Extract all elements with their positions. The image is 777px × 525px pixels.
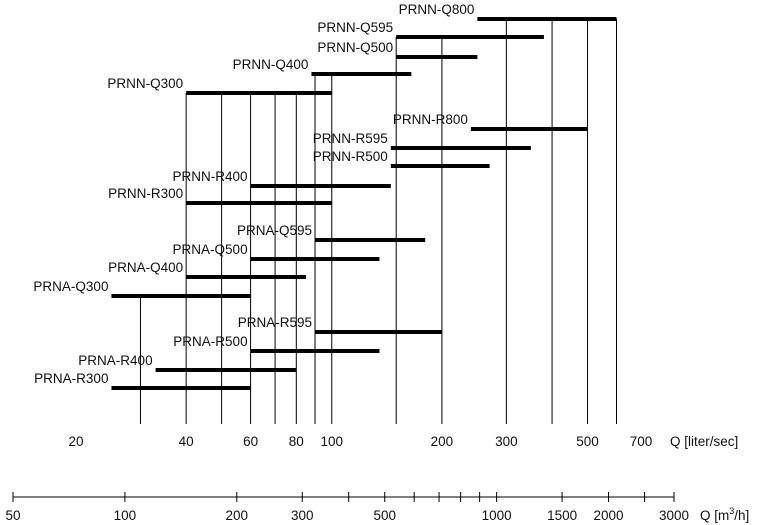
tick-label: 700	[630, 434, 653, 449]
series-label: PRNA-Q300	[33, 279, 108, 294]
series-label: PRNN-R400	[173, 169, 248, 184]
series-label: PRNA-Q500	[173, 242, 248, 257]
series-label: PRNA-Q400	[108, 260, 183, 275]
tick-label: 20	[68, 434, 83, 449]
series-label: PRNN-R595	[313, 131, 388, 146]
tick-label: 200	[226, 508, 249, 523]
tick-label: 100	[320, 434, 343, 449]
tick-label: 1500	[547, 508, 577, 523]
tick-label: 500	[373, 508, 396, 523]
series-label: PRNN-Q300	[107, 76, 183, 91]
range-bars	[111, 17, 617, 390]
series-labels: PRNN-Q800 PRNN-Q595 PRNN-Q500 PRNN-Q400 PRNN…	[33, 2, 474, 386]
series-label: PRNN-R800	[393, 112, 468, 127]
grid-lines	[139, 19, 618, 424]
series-label: PRNA-R300	[34, 371, 108, 386]
x-axis-m3-label-prefix: Q [m	[700, 508, 729, 523]
series-label: PRNA-R400	[78, 353, 152, 368]
series-label: PRNN-Q595	[317, 20, 393, 35]
tick-label: 3000	[659, 508, 689, 523]
tick-label: 200	[431, 434, 454, 449]
tick-label: 60	[243, 434, 258, 449]
x-axis-liter-label: Q [liter/sec]	[670, 434, 738, 449]
tick-label: 50	[5, 508, 20, 523]
series-label: PRNN-R300	[108, 186, 183, 201]
x-axis-m3-label-suffix: /h]	[734, 508, 749, 523]
series-label: PRNA-R595	[238, 315, 312, 330]
x-axis-m3-label: Q [m3/h]	[700, 506, 749, 523]
x-axis-m3-per-h: 50 100 200 300 500 1000 1500 2000 3000	[5, 492, 689, 523]
tick-label: 500	[576, 434, 599, 449]
x-axis-m3-label-sup: 3	[729, 506, 734, 516]
tick-label: 40	[179, 434, 194, 449]
tick-label: 300	[495, 434, 518, 449]
tick-label: 80	[289, 434, 304, 449]
series-label: PRNN-R500	[313, 149, 388, 164]
tick-label: 1000	[482, 508, 512, 523]
tick-label: 300	[291, 508, 314, 523]
series-label: PRNN-Q400	[233, 57, 309, 72]
tick-label: 100	[114, 508, 137, 523]
series-label: PRNN-Q500	[317, 40, 393, 55]
series-label: PRNN-Q800	[399, 2, 475, 17]
series-label: PRNA-Q595	[237, 223, 312, 238]
series-label: PRNA-R500	[173, 334, 247, 349]
x-axis-liter-per-sec: 20 40 60 80 100 200 300 500 700	[68, 434, 652, 449]
tick-label: 2000	[594, 508, 624, 523]
